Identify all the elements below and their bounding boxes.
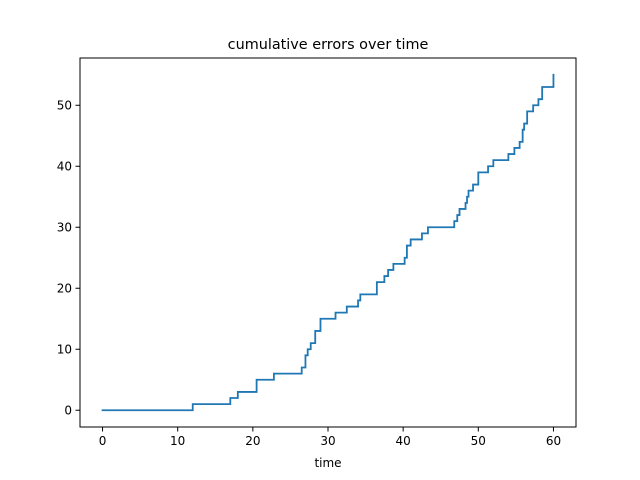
x-tick-label: 20 <box>245 434 260 448</box>
x-axis-label: time <box>314 456 341 470</box>
axes-layer: 0 10 20 30 40 50 60 0 10 20 30 40 50 <box>57 57 577 448</box>
data-layer <box>101 73 555 412</box>
y-tick-label: 0 <box>64 404 72 418</box>
x-tick-label: 10 <box>170 434 185 448</box>
x-tick-label: 60 <box>546 434 561 448</box>
y-tick-label: 30 <box>57 221 72 235</box>
y-tick-label: 40 <box>57 160 72 174</box>
y-tick-label: 10 <box>57 343 72 357</box>
x-tick-label: 40 <box>396 434 411 448</box>
y-tick-label: 50 <box>57 99 72 113</box>
y-tick-label: 20 <box>57 282 72 296</box>
chart-title: cumulative errors over time <box>228 37 429 53</box>
series-line-0 <box>101 73 555 412</box>
x-tick-label: 30 <box>320 434 335 448</box>
x-tick-label: 0 <box>99 434 107 448</box>
x-tick-label: 50 <box>471 434 486 448</box>
